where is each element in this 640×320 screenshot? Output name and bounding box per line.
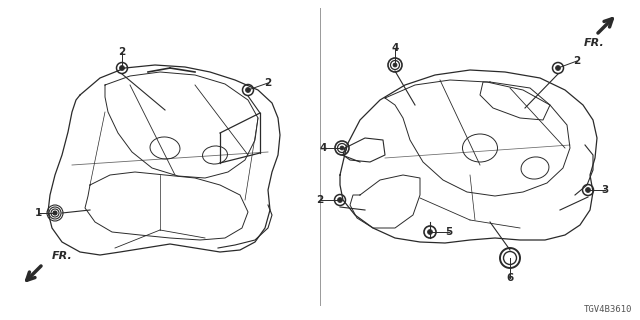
Circle shape xyxy=(120,66,125,70)
Text: TGV4B3610: TGV4B3610 xyxy=(584,305,632,314)
Text: 5: 5 xyxy=(445,227,452,237)
Text: 2: 2 xyxy=(264,78,271,88)
Text: 1: 1 xyxy=(35,208,42,218)
Circle shape xyxy=(337,197,342,203)
Circle shape xyxy=(246,87,250,92)
Circle shape xyxy=(586,188,591,193)
Text: FR.: FR. xyxy=(584,38,605,48)
Text: 2: 2 xyxy=(118,47,125,57)
Circle shape xyxy=(393,63,397,67)
Text: 4: 4 xyxy=(391,43,399,53)
Circle shape xyxy=(428,229,433,235)
Circle shape xyxy=(53,211,57,215)
Text: 2: 2 xyxy=(316,195,324,205)
Circle shape xyxy=(340,146,344,150)
Text: 2: 2 xyxy=(573,56,580,66)
Text: 4: 4 xyxy=(319,143,326,153)
Text: 3: 3 xyxy=(602,185,609,195)
Circle shape xyxy=(556,66,561,70)
Text: 6: 6 xyxy=(506,273,514,283)
Text: FR.: FR. xyxy=(52,251,73,261)
